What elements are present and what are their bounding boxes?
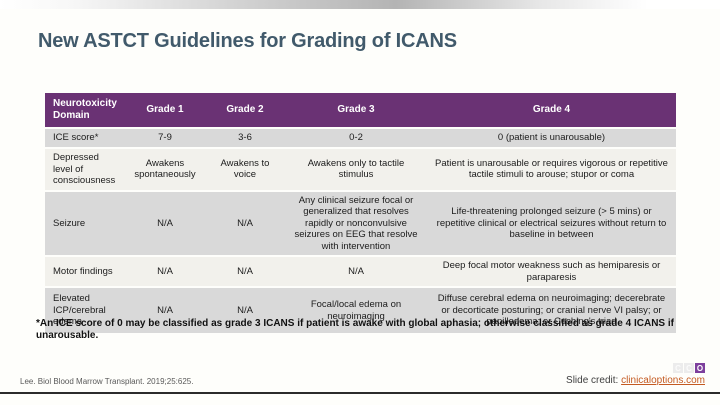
bottom-divider [0, 392, 720, 394]
slide-credit-label: Slide credit: [566, 375, 622, 386]
table-cell: N/A [348, 265, 364, 277]
table-cell: N/A [157, 304, 173, 316]
table-cell: Motor findings [53, 265, 113, 277]
table-cell: Seizure [53, 217, 86, 229]
table-cell: N/A [237, 304, 253, 316]
table-cell: Patient is unarousable or requires vigor… [435, 157, 668, 181]
cco-logo: C C O [673, 363, 705, 373]
cco-logo-letter: C [684, 363, 694, 373]
footnote: *An ICE score of 0 may be classified as … [36, 318, 674, 341]
table-header-domain: Neurotoxicity Domain [53, 98, 117, 121]
table-cell: 0 (patient is unarousable) [497, 132, 606, 144]
table-cell: Elevated ICP/cerebral edema [53, 293, 106, 328]
table-cell: Depressed level of consciousness [53, 152, 116, 186]
table-header-row: Neurotoxicity Domain Grade 1 Grade 2 Gra… [45, 93, 676, 127]
table-cell: Awakens only to tactile stimulus [307, 157, 405, 181]
table-cell: Focal/local edema on neuroimaging [310, 299, 402, 322]
top-gradient-bar [0, 0, 720, 9]
table-row-seizure: Seizure N/A N/A Any clinical seizure foc… [45, 191, 676, 255]
table-cell: ICE score* [53, 132, 99, 144]
table-header-grade1: Grade 1 [146, 104, 184, 115]
table-cell: Deep focal motor weakness such as hemipa… [442, 260, 661, 283]
table-cell: 7-9 [158, 132, 172, 144]
table-header-grade3: Grade 3 [337, 104, 375, 115]
table-header-grade4: Grade 4 [532, 104, 571, 115]
slide-credit-link[interactable]: clinicaloptions.com [621, 375, 705, 386]
table-cell: N/A [157, 217, 173, 229]
table-header-grade2: Grade 2 [226, 104, 264, 115]
cco-logo-letter: C [673, 363, 683, 373]
table-cell: 3-6 [238, 132, 252, 144]
table-row-motor-findings: Motor findings N/A N/A N/A Deep focal mo… [45, 257, 676, 286]
table-cell: N/A [237, 265, 253, 277]
table-row-elevated-icp: Elevated ICP/cerebral edema N/A N/A Foca… [45, 288, 676, 333]
table-cell: Awakens to voice [220, 157, 270, 181]
table-cell: Diffuse cerebral edema on neuroimaging; … [437, 293, 666, 328]
slide-title: New ASTCT Guidelines for Grading of ICAN… [38, 30, 457, 52]
table-row-consciousness: Depressed level of consciousness Awakens… [45, 149, 676, 190]
table-cell: N/A [157, 265, 173, 277]
icans-grading-table: Neurotoxicity Domain Grade 1 Grade 2 Gra… [45, 93, 676, 333]
citation: Lee. Biol Blood Marrow Transplant. 2019;… [20, 377, 194, 386]
table-row-ice-score: ICE score* 7-9 3-6 0-2 0 (patient is una… [45, 129, 676, 147]
table-cell: 0-2 [349, 132, 363, 144]
table-cell: N/A [237, 217, 253, 229]
cco-logo-letter: O [695, 363, 705, 373]
table-cell: Any clinical seizure focal or generalize… [294, 194, 418, 252]
slide-credit: Slide credit: clinicaloptions.com [566, 375, 705, 386]
table-cell: Life-threatening prolonged seizure (> 5 … [436, 206, 667, 240]
table-cell: Awakens spontaneously [134, 157, 196, 181]
